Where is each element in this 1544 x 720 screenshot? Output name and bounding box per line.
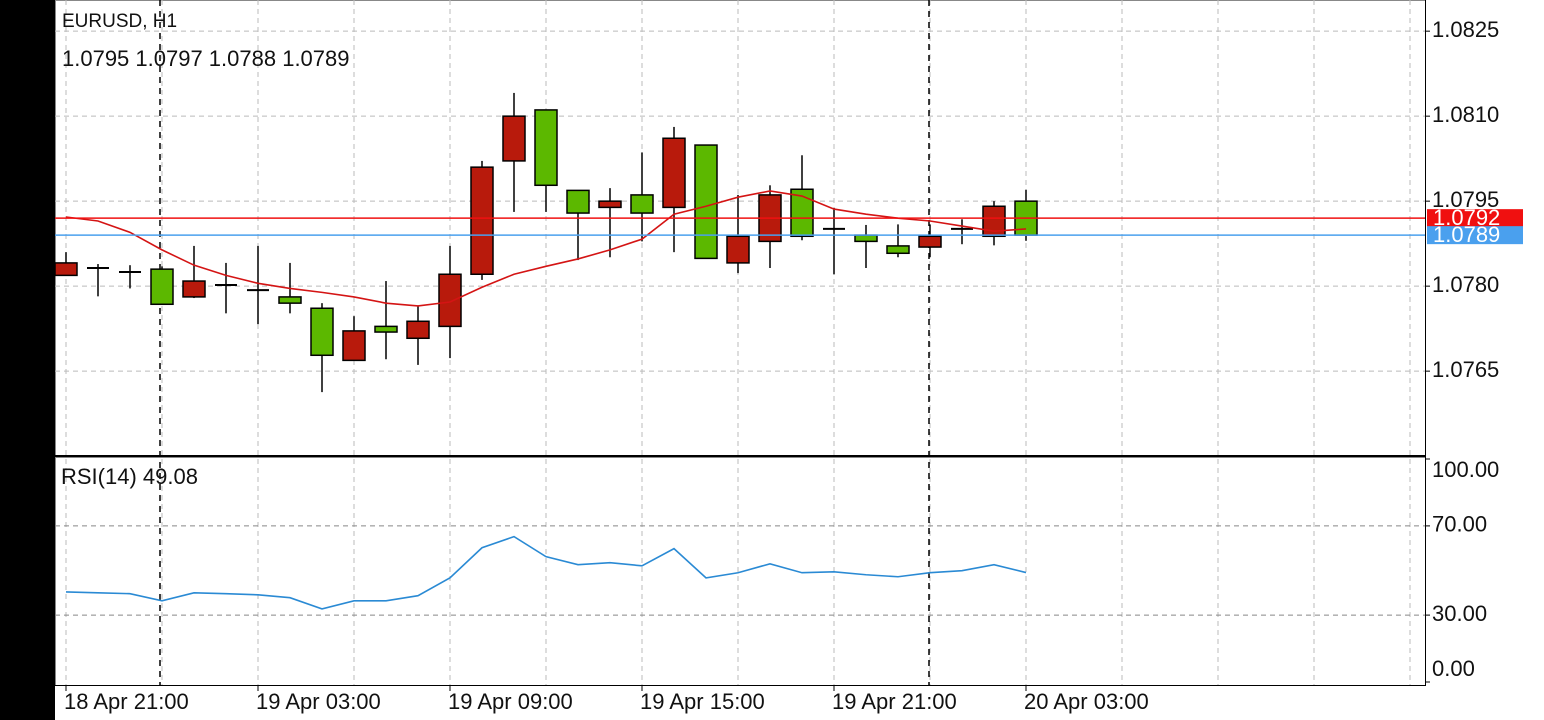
price-label: 1.0789 — [1433, 222, 1500, 247]
rsi-title: RSI(14) 49.08 — [61, 464, 198, 489]
y-tick-label: 70.00 — [1432, 512, 1487, 537]
x-tick-label: 18 Apr 21:00 — [64, 689, 189, 714]
symbol-title: EURUSD, H1 — [62, 11, 177, 32]
x-tick-label: 19 Apr 15:00 — [640, 689, 765, 714]
candle-body — [630, 194, 654, 214]
candle-body — [886, 245, 910, 255]
moving-average — [65, 190, 1027, 307]
y-tick-label: 0.00 — [1432, 656, 1475, 681]
marks-layer — [54, 92, 1038, 610]
y-tick-label: 1.0810 — [1432, 102, 1499, 127]
y-tick-label: 1.0765 — [1432, 357, 1499, 382]
candle-body — [694, 144, 718, 260]
price-label-box — [1427, 226, 1523, 245]
x-tick-label: 19 Apr 21:00 — [832, 689, 957, 714]
candle-body — [438, 273, 462, 328]
y-tick-label: 100.00 — [1432, 457, 1499, 482]
candle-body — [790, 188, 814, 238]
candle-body — [982, 205, 1006, 238]
x-tick-label: 19 Apr 09:00 — [448, 689, 573, 714]
y-tick-label: 1.0825 — [1432, 17, 1499, 42]
y-tick-label: 1.0795 — [1432, 187, 1499, 212]
candle-body — [662, 137, 686, 209]
ohlc-header: 1.0795 1.0797 1.0788 1.0789 — [62, 46, 350, 71]
x-tick-label: 20 Apr 03:00 — [1024, 689, 1149, 714]
candle-body — [342, 330, 366, 362]
left-strip — [0, 0, 55, 720]
y-tick-label: 1.0780 — [1432, 272, 1499, 297]
candle-body — [310, 307, 334, 357]
x-tick-label: 19 Apr 03:00 — [256, 689, 381, 714]
candle-body — [278, 296, 302, 304]
price-label-box — [1427, 209, 1523, 228]
candle-body — [470, 166, 494, 275]
grid-layer — [55, 0, 1425, 685]
candle-body — [502, 115, 526, 162]
candle-body — [374, 325, 398, 333]
rsi-line — [65, 535, 1027, 610]
candle-body — [54, 262, 78, 277]
candle-body — [566, 189, 590, 214]
candle-body — [854, 234, 878, 243]
candle-body — [598, 200, 622, 209]
candle-body — [182, 280, 206, 298]
price-label: 1.0792 — [1433, 205, 1500, 230]
candle-body — [534, 109, 558, 187]
y-tick-label: 30.00 — [1432, 601, 1487, 626]
candle-body — [150, 268, 174, 306]
candle-body — [726, 235, 750, 264]
candle-body — [406, 320, 430, 340]
candle-body — [918, 235, 942, 248]
